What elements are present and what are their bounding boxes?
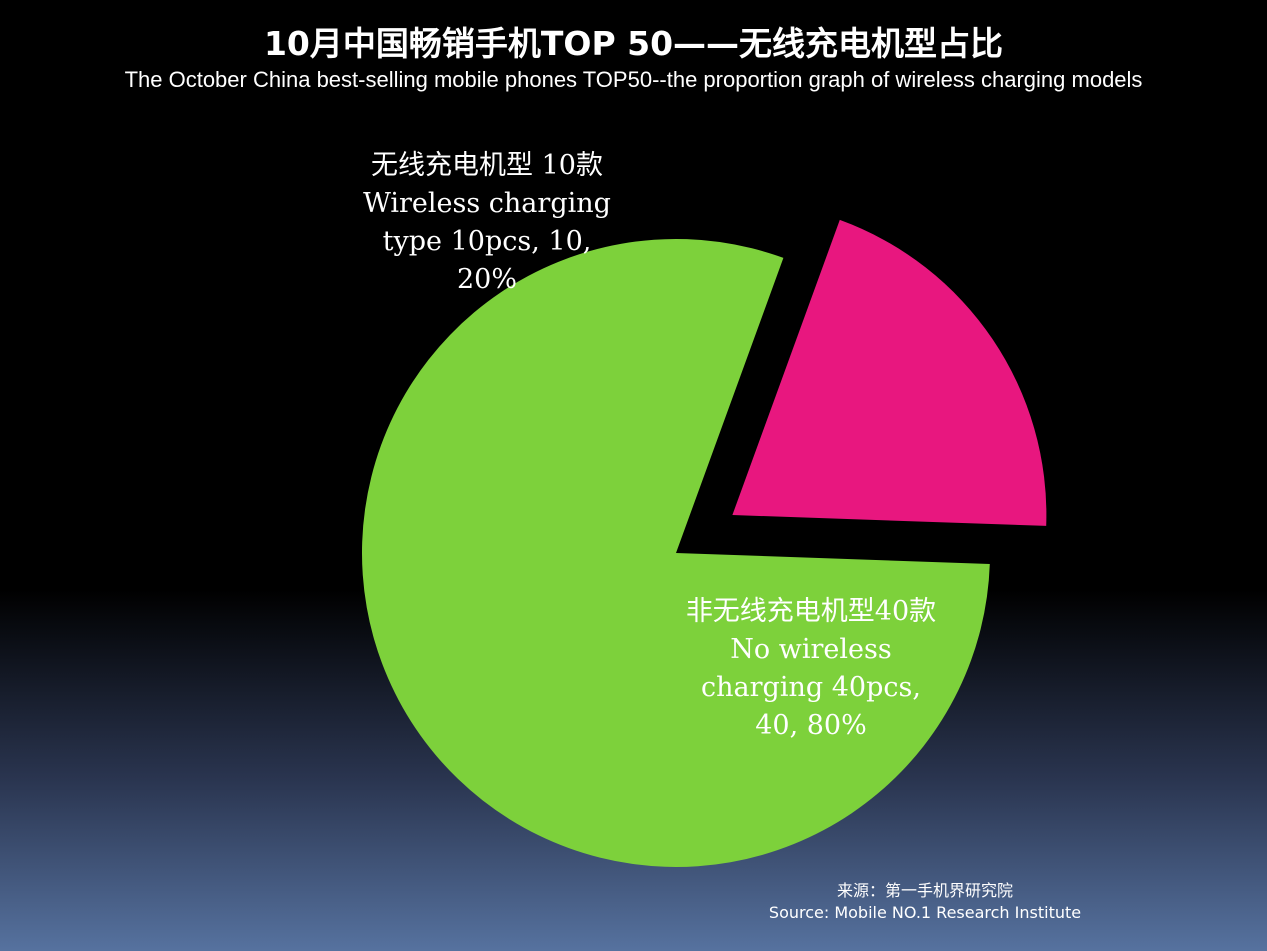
source-note: 来源：第一手机界研究院 Source: Mobile NO.1 Research… — [740, 880, 1110, 924]
data-label-no-wireless: 非无线充电机型40款 No wireless charging 40pcs, 4… — [685, 596, 937, 741]
pie-slice-no-wireless — [361, 238, 990, 867]
pie-slice-wireless — [732, 219, 1047, 526]
chart-title: 10月中国畅销手机TOP 50——无线充电机型占比 — [263, 24, 1004, 63]
chart-subtitle: The October China best-selling mobile ph… — [124, 67, 1143, 92]
source-cn: 来源：第一手机界研究院 — [836, 881, 1013, 900]
data-label-wireless: 无线充电机型 10款 Wireless charging type 10pcs,… — [363, 150, 611, 295]
source-en: Source: Mobile NO.1 Research Institute — [768, 903, 1082, 922]
